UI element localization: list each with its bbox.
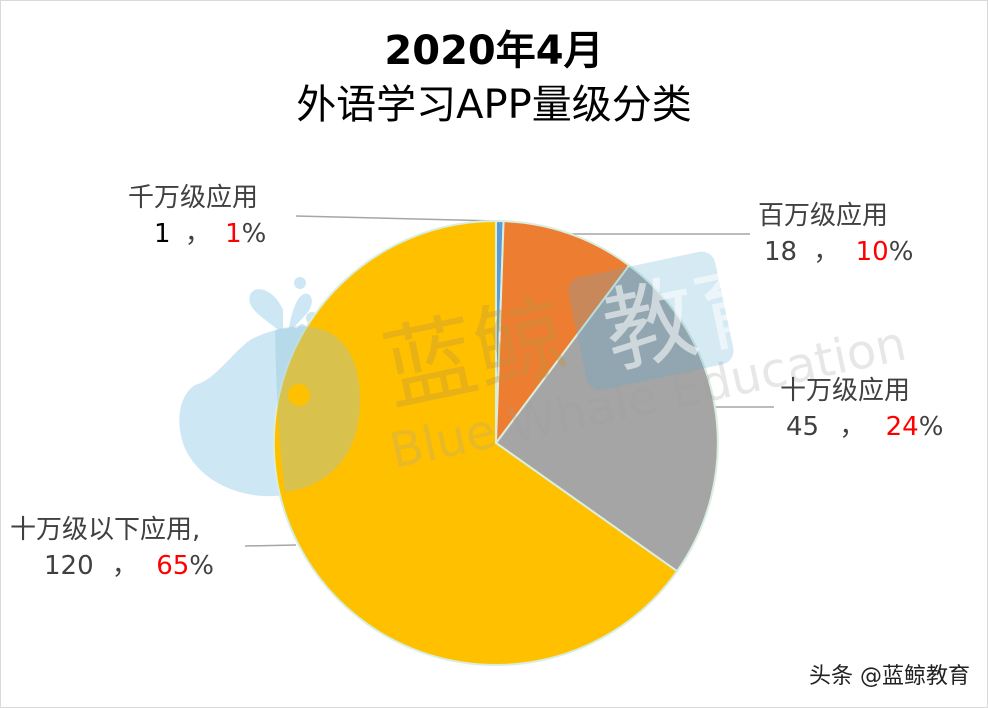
- label-million-count: 18: [764, 237, 798, 267]
- chart-title-line2: 外语学习APP量级分类: [296, 82, 692, 128]
- slice-million: [494, 220, 631, 447]
- label-tenmillion-percent: 1%: [225, 219, 267, 249]
- label-below-name: 十万级以下应用,: [10, 515, 201, 545]
- label-below-count: 120: [44, 551, 94, 581]
- leader-line-below: [244, 544, 297, 547]
- leader-line-tenmillion: [295, 215, 499, 222]
- label-below-percent: 65%: [156, 551, 214, 581]
- slice-below: [272, 219, 679, 666]
- label-million-name: 百万级应用: [758, 201, 889, 231]
- slice-hundredthousand: [494, 264, 719, 573]
- label-tenmillion-count: 1: [154, 219, 171, 249]
- label-million: 百万级应用 18 ， 10%: [758, 198, 913, 270]
- label-hundredthousand-count: 45: [786, 412, 820, 442]
- label-million-sep: ，: [813, 237, 840, 267]
- label-million-percent: 10%: [855, 237, 914, 267]
- label-hundredthousand-sep: ，: [839, 412, 866, 442]
- label-below-sep: ，: [111, 551, 138, 581]
- footer-attribution: 头条 @蓝鲸教育: [809, 664, 970, 689]
- label-hundredthousand-percent: 24%: [885, 412, 944, 442]
- label-tenmillion-name: 千万级应用: [128, 183, 259, 213]
- watermark: [568, 251, 734, 391]
- label-below: 十万级以下应用, 120 ， 65%: [10, 512, 214, 584]
- label-tenmillion-sep: ，: [184, 219, 211, 249]
- label-hundredthousand: 十万级应用 45 ， 24%: [780, 373, 943, 445]
- chart-title-line1: 2020年4月: [384, 28, 604, 74]
- label-hundredthousand-name: 十万级应用: [780, 376, 911, 406]
- label-tenmillion: 千万级应用 1 ， 1%: [128, 180, 266, 252]
